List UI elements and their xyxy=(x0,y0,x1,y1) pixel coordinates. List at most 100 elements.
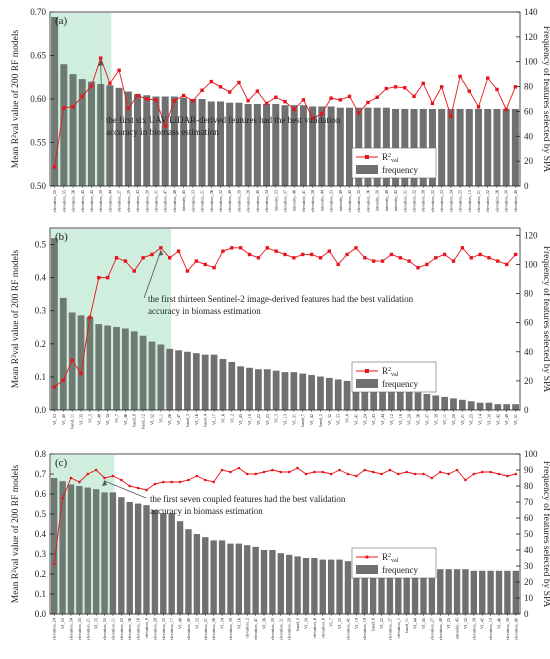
x-tick-label: VI_31 xyxy=(291,414,296,425)
right-axis-label: Frequency of features selected by SPA xyxy=(541,26,550,173)
r2-point xyxy=(218,85,223,89)
x-tick-label: elevation_49 xyxy=(227,190,232,212)
x-tick-label: elevation_37 xyxy=(283,189,288,212)
frequency-bar xyxy=(378,564,385,614)
left-tick-label: 0.7 xyxy=(35,469,47,479)
r2-point xyxy=(504,262,509,267)
x-tick-label: VI_8 xyxy=(345,414,350,423)
r2-point xyxy=(513,85,518,89)
frequency-bar xyxy=(157,344,165,410)
r2-point xyxy=(86,472,90,476)
annotation-text: the first seven coupled features had the… xyxy=(150,494,346,516)
x-tick-label: elevation_22 xyxy=(430,190,435,212)
r2-point xyxy=(397,472,400,476)
legend-marker xyxy=(365,555,369,559)
legend-bar-swatch xyxy=(356,379,378,388)
frequency-bar xyxy=(318,106,326,186)
x-tick-label: VI_16 xyxy=(236,617,241,629)
r2-point xyxy=(486,76,490,80)
x-tick-label: elevation_29 xyxy=(287,618,292,640)
x-tick-label: elevation_2 xyxy=(245,618,250,638)
r2-point xyxy=(245,472,249,476)
x-tick-label: VI_30 xyxy=(486,414,491,425)
frequency-bar xyxy=(456,108,464,186)
r2-point xyxy=(271,468,274,472)
left-axis-label: Mean R²val value of 200 RF models xyxy=(10,29,21,168)
x-tick-label: VI_37 xyxy=(424,413,429,425)
r2-point xyxy=(506,474,509,478)
right-tick-label: 10 xyxy=(524,593,534,603)
right-tick-label: 50 xyxy=(524,529,534,539)
x-tick-label: elevation_55 xyxy=(102,618,107,640)
frequency-bar xyxy=(92,489,100,614)
left-axis-label: Mean R²val value of 200 RF models xyxy=(10,464,21,603)
x-tick-label: VI_19 xyxy=(354,618,359,629)
x-tick-label: VI_35 xyxy=(94,618,99,629)
r2-point xyxy=(489,470,492,474)
r2-point xyxy=(476,105,481,109)
frequency-bar xyxy=(202,537,209,614)
r2-point xyxy=(170,480,173,484)
frequency-bar xyxy=(281,372,289,410)
right-tick-label: 30 xyxy=(524,561,534,571)
x-tick-label: elevation_25 xyxy=(77,618,82,640)
x-tick-label: elevation_45 xyxy=(80,190,85,212)
x-tick-label: elevation_28 xyxy=(246,190,251,212)
x-tick-label: VI_39 xyxy=(433,414,438,425)
r2-point xyxy=(209,79,213,84)
x-tick-label: elevation_30 xyxy=(504,190,509,212)
r2-point xyxy=(321,470,325,474)
left-tick-label: 0.2 xyxy=(35,569,46,579)
x-tick-label: VI_21 xyxy=(460,414,465,425)
left-tick-label: 0.5 xyxy=(35,509,47,519)
r2-point xyxy=(380,472,383,476)
r2-point xyxy=(126,106,131,111)
frequency-bar xyxy=(86,316,94,410)
frequency-bar xyxy=(152,96,160,186)
r2-point xyxy=(120,478,123,482)
r2-point xyxy=(313,470,316,474)
r2-point xyxy=(97,275,101,280)
frequency-bar xyxy=(290,105,298,186)
frequency-bar xyxy=(428,108,436,186)
frequency-bar xyxy=(317,376,324,410)
frequency-bar xyxy=(432,395,440,410)
r2-point xyxy=(111,474,115,478)
frequency-bar xyxy=(467,401,475,410)
r2-point xyxy=(287,470,291,474)
x-tick-label: VI_23 xyxy=(265,414,270,425)
frequency-bar xyxy=(97,84,105,186)
r2-point xyxy=(336,262,340,267)
left-tick-label: 0.1 xyxy=(35,589,46,599)
frequency-bar xyxy=(447,108,455,186)
right-tick-label: 90 xyxy=(524,465,534,475)
r2-point xyxy=(442,252,447,257)
x-tick-label: elevation_33 xyxy=(190,190,195,212)
x-tick-label: VI_26 xyxy=(167,413,172,425)
r2-point xyxy=(212,266,216,270)
right-tick-label: 40 xyxy=(524,347,534,357)
right-tick-label: 60 xyxy=(524,513,534,523)
r2-point xyxy=(434,256,438,260)
frequency-bar xyxy=(143,95,151,186)
frequency-bar xyxy=(325,377,333,410)
x-tick-label: elevation_48 xyxy=(438,618,443,640)
frequency-bar xyxy=(87,81,95,186)
r2-point xyxy=(203,262,207,267)
frequency-bar xyxy=(428,567,436,614)
x-tick-label: intensity_42 xyxy=(393,190,398,211)
r2-point xyxy=(71,105,75,109)
r2-point xyxy=(145,488,148,492)
x-tick-label: band_8 xyxy=(371,618,376,631)
r2-point xyxy=(329,96,333,100)
r2-point xyxy=(247,252,252,257)
frequency-bar xyxy=(67,484,75,614)
x-tick-label: elevation_26 xyxy=(209,189,214,212)
frequency-bar xyxy=(161,96,169,186)
r2-point xyxy=(405,470,408,474)
frequency-bar xyxy=(160,513,167,614)
x-tick-label: elevation_21 xyxy=(200,190,205,212)
r2-point xyxy=(514,472,518,476)
frequency-bar xyxy=(386,566,394,614)
